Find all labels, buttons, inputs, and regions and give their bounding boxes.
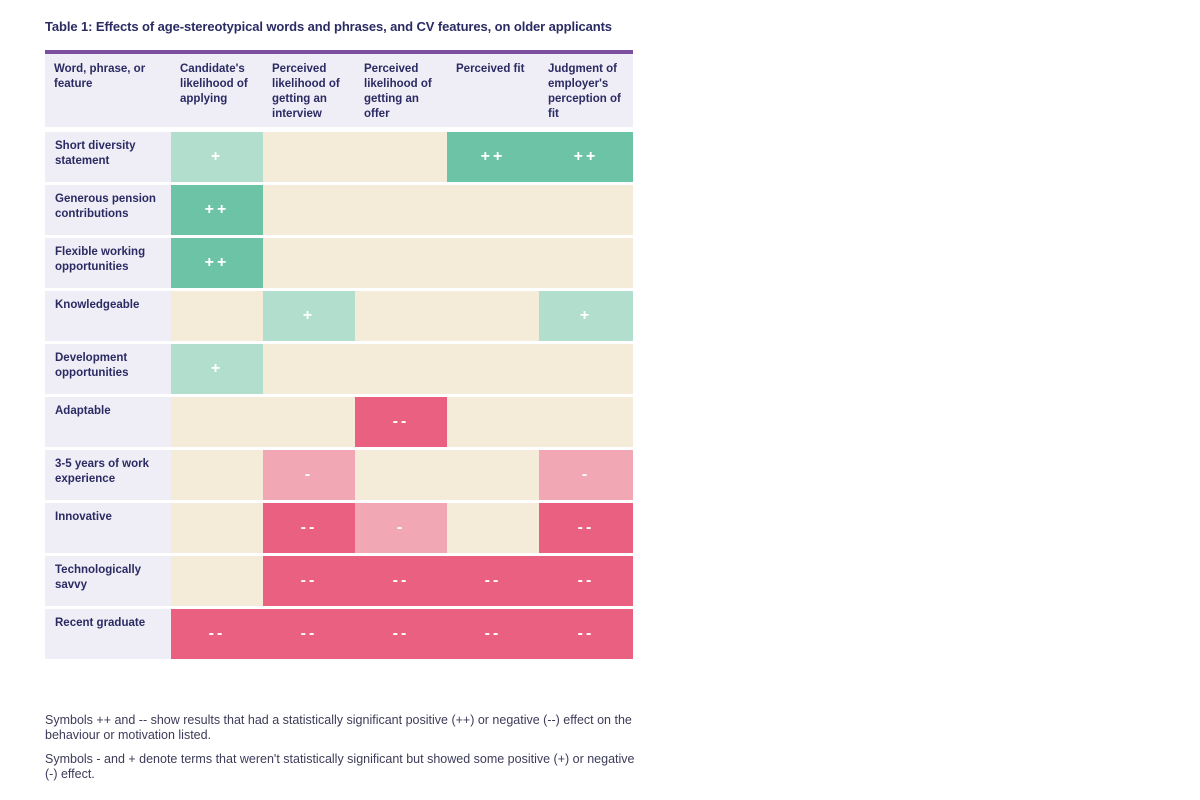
effect-cell: - bbox=[539, 450, 633, 500]
effect-cell bbox=[263, 185, 355, 235]
effect-cell bbox=[355, 344, 447, 394]
table-header-row: Word, phrase, or feature Candidate's lik… bbox=[45, 54, 633, 127]
effect-cell: ++ bbox=[171, 185, 263, 235]
effect-cell: ++ bbox=[171, 238, 263, 288]
effect-cell: -- bbox=[355, 556, 447, 606]
effect-cell bbox=[539, 185, 633, 235]
table-title: Table 1: Effects of age-stereotypical wo… bbox=[45, 19, 612, 34]
effect-cell bbox=[263, 397, 355, 447]
effect-cell bbox=[355, 185, 447, 235]
row-label: Adaptable bbox=[45, 397, 171, 447]
effect-cell: + bbox=[171, 344, 263, 394]
effect-cell bbox=[447, 450, 539, 500]
effect-cell bbox=[171, 397, 263, 447]
row-label: Flexible working opportunities bbox=[45, 238, 171, 288]
effect-cell bbox=[447, 238, 539, 288]
effect-cell bbox=[539, 238, 633, 288]
effect-cell bbox=[263, 132, 355, 182]
header-applying: Candidate's likelihood of applying bbox=[180, 63, 248, 105]
row-label: 3-5 years of work experience bbox=[45, 450, 171, 500]
table-row: Development opportunities + bbox=[45, 344, 633, 394]
table-row: Innovative -- - -- bbox=[45, 503, 633, 553]
effect-cell bbox=[171, 503, 263, 553]
effect-cell: - bbox=[263, 450, 355, 500]
row-label: Technologically savvy bbox=[45, 556, 171, 606]
header-feature: Word, phrase, or feature bbox=[54, 63, 146, 90]
note-nonsignificant: Symbols - and + denote terms that weren'… bbox=[45, 752, 635, 781]
effect-cell: -- bbox=[539, 503, 633, 553]
effect-cell: -- bbox=[447, 609, 539, 659]
effect-cell: - bbox=[355, 503, 447, 553]
header-interview: Perceived likelihood of getting an inter… bbox=[272, 63, 340, 120]
effect-cell bbox=[171, 450, 263, 500]
row-label: Recent graduate bbox=[45, 609, 171, 659]
row-label: Development opportunities bbox=[45, 344, 171, 394]
effect-cell: -- bbox=[263, 503, 355, 553]
effect-cell bbox=[447, 291, 539, 341]
table-row: Generous pension contributions ++ bbox=[45, 185, 633, 235]
effects-table: Word, phrase, or feature Candidate's lik… bbox=[45, 50, 633, 659]
header-fit: Perceived fit bbox=[456, 63, 525, 75]
table-notes: Symbols ++ and -- show results that had … bbox=[45, 713, 635, 791]
effect-cell bbox=[263, 238, 355, 288]
effect-cell bbox=[171, 556, 263, 606]
effect-cell: -- bbox=[355, 397, 447, 447]
effect-cell: + bbox=[263, 291, 355, 341]
table-row: Knowledgeable + + bbox=[45, 291, 633, 341]
row-label: Innovative bbox=[45, 503, 171, 553]
table-row: Recent graduate -- -- -- -- -- bbox=[45, 609, 633, 659]
effect-cell bbox=[447, 344, 539, 394]
effect-cell: -- bbox=[263, 556, 355, 606]
row-label: Generous pension contributions bbox=[45, 185, 171, 235]
row-label: Knowledgeable bbox=[45, 291, 171, 341]
effect-cell bbox=[355, 450, 447, 500]
table-row: 3-5 years of work experience - - bbox=[45, 450, 633, 500]
effect-cell: -- bbox=[539, 609, 633, 659]
effect-cell: ++ bbox=[447, 132, 539, 182]
effect-cell: -- bbox=[171, 609, 263, 659]
effect-cell: -- bbox=[263, 609, 355, 659]
note-significant: Symbols ++ and -- show results that had … bbox=[45, 713, 632, 742]
effect-cell bbox=[171, 291, 263, 341]
header-employer-fit: Judgment of employer's perception of fit bbox=[548, 63, 621, 120]
effect-cell bbox=[539, 344, 633, 394]
row-label: Short diversity statement bbox=[45, 132, 171, 182]
effect-cell: + bbox=[171, 132, 263, 182]
effect-cell bbox=[355, 238, 447, 288]
effect-cell: + bbox=[539, 291, 633, 341]
effect-cell: -- bbox=[355, 609, 447, 659]
effect-cell bbox=[355, 132, 447, 182]
effect-cell bbox=[355, 291, 447, 341]
effect-cell bbox=[447, 185, 539, 235]
effect-cell: -- bbox=[539, 556, 633, 606]
table-body: Short diversity statement + ++ ++ Generous p… bbox=[45, 132, 633, 659]
table-row: Technologically savvy -- -- -- -- bbox=[45, 556, 633, 606]
effect-cell: ++ bbox=[539, 132, 633, 182]
effect-cell bbox=[539, 397, 633, 447]
effect-cell bbox=[447, 503, 539, 553]
table-row: Flexible working opportunities ++ bbox=[45, 238, 633, 288]
effect-cell bbox=[447, 397, 539, 447]
table-row: Short diversity statement + ++ ++ bbox=[45, 132, 633, 182]
effect-cell bbox=[263, 344, 355, 394]
header-offer: Perceived likelihood of getting an offer bbox=[364, 63, 432, 120]
effect-cell: -- bbox=[447, 556, 539, 606]
table-row: Adaptable -- bbox=[45, 397, 633, 447]
